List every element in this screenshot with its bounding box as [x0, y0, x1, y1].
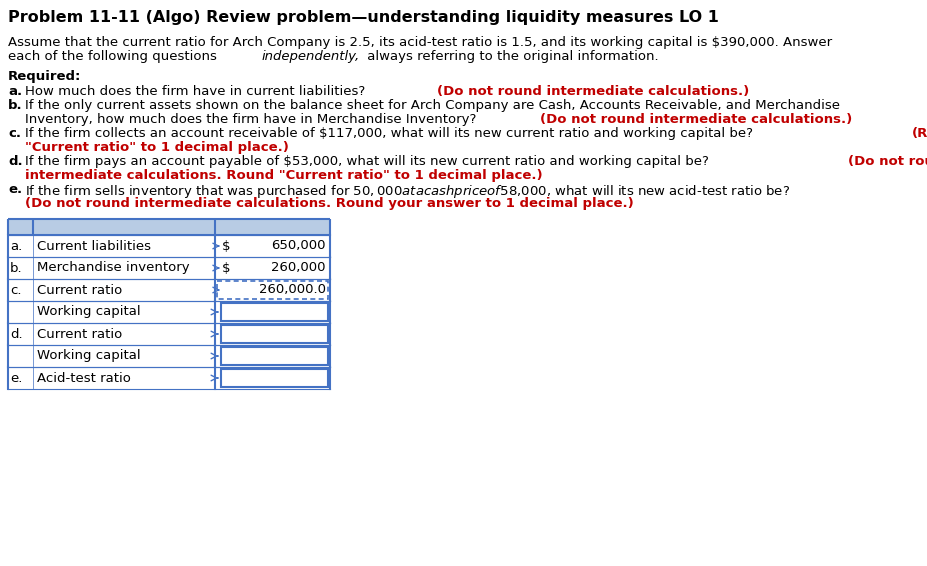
Text: Current liabilities: Current liabilities	[37, 239, 151, 252]
Text: each of the following questions: each of the following questions	[8, 50, 222, 63]
Text: $: $	[222, 239, 231, 252]
Text: (Do not round intermediate calculations. Round your answer to 1 decimal place.): (Do not round intermediate calculations.…	[25, 197, 634, 210]
Text: (Do not round intermediate calculations.): (Do not round intermediate calculations.…	[437, 85, 749, 98]
Text: If the firm sells inventory that was purchased for $50,000 at a cash price of $5: If the firm sells inventory that was pur…	[25, 183, 790, 200]
Text: Merchandise inventory: Merchandise inventory	[37, 261, 190, 275]
Text: a.: a.	[8, 85, 22, 98]
Text: always referring to the original information.: always referring to the original informa…	[363, 50, 659, 63]
Bar	[221, 325, 328, 343]
Text: Acid-test ratio: Acid-test ratio	[37, 371, 131, 384]
Text: Current ratio: Current ratio	[37, 284, 122, 297]
Bar	[221, 369, 328, 387]
Text: 260,000.0: 260,000.0	[259, 284, 326, 297]
Text: Inventory, how much does the firm have in Merchandise Inventory?: Inventory, how much does the firm have i…	[25, 113, 480, 126]
Bar	[221, 303, 328, 321]
Text: d.: d.	[10, 328, 22, 341]
Text: Problem 11-11 (Algo) Review problem—understanding liquidity measures LO 1: Problem 11-11 (Algo) Review problem—unde…	[8, 10, 718, 25]
Text: a.: a.	[10, 239, 22, 252]
Text: 650,000: 650,000	[272, 239, 326, 252]
Text: b.: b.	[8, 99, 22, 112]
Bar	[221, 347, 328, 365]
Text: (Do not round: (Do not round	[848, 155, 927, 168]
Text: independently,: independently,	[261, 50, 360, 63]
Text: Working capital: Working capital	[37, 349, 141, 362]
Text: (Do not round intermediate calculations.): (Do not round intermediate calculations.…	[540, 113, 852, 126]
Text: Assume that the current ratio for Arch Company is 2.5, its acid-test ratio is 1.: Assume that the current ratio for Arch C…	[8, 36, 832, 49]
Text: If the firm pays an account payable of $53,000, what will its new current ratio : If the firm pays an account payable of $…	[25, 155, 713, 168]
Text: $: $	[222, 261, 231, 275]
Text: e.: e.	[10, 371, 22, 384]
Text: d.: d.	[8, 155, 22, 168]
Text: intermediate calculations. Round "Current ratio" to 1 decimal place.): intermediate calculations. Round "Curren…	[25, 169, 542, 182]
Text: 260,000: 260,000	[272, 261, 326, 275]
Bar	[217, 281, 328, 299]
Bar	[8, 219, 330, 235]
Text: (Round: (Round	[911, 127, 927, 140]
Text: How much does the firm have in current liabilities?: How much does the firm have in current l…	[25, 85, 370, 98]
Text: b.: b.	[10, 261, 22, 275]
Text: Working capital: Working capital	[37, 306, 141, 319]
Text: If the only current assets shown on the balance sheet for Arch Company are Cash,: If the only current assets shown on the …	[25, 99, 840, 112]
Text: Required:: Required:	[8, 70, 82, 83]
Text: If the firm collects an account receivable of $117,000, what will its new curren: If the firm collects an account receivab…	[25, 127, 757, 140]
Text: Current ratio: Current ratio	[37, 328, 122, 341]
Text: "Current ratio" to 1 decimal place.): "Current ratio" to 1 decimal place.)	[25, 141, 289, 154]
Text: e.: e.	[8, 183, 22, 196]
Text: c.: c.	[10, 284, 21, 297]
Text: c.: c.	[8, 127, 21, 140]
